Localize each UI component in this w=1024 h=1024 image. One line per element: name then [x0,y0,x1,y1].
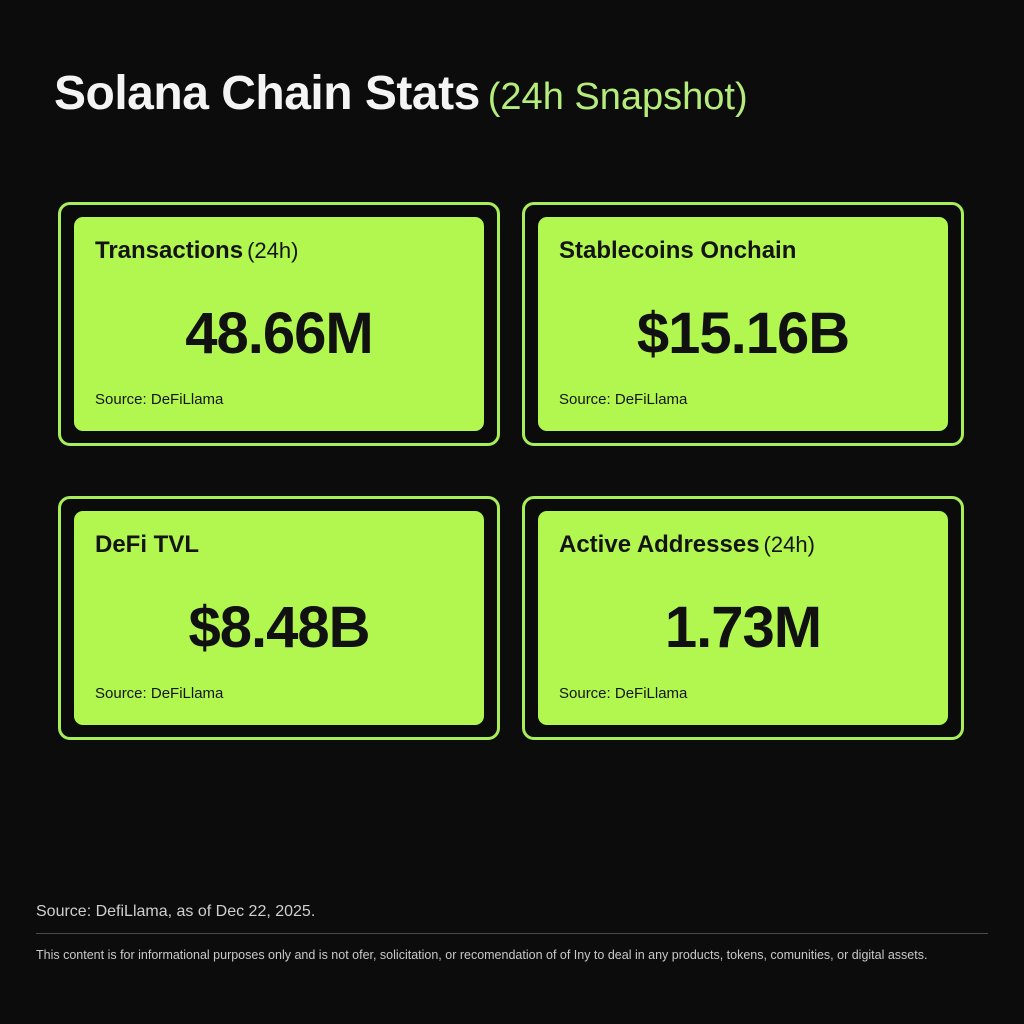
footer-source-note: Source: DefiLlama, as of Dec 22, 2025. [36,903,316,920]
stat-card-label: Stablecoins Onchain [559,239,796,263]
stat-card-label-text: Active Addresses [559,531,760,558]
stat-card-value: $15.16B [636,301,850,366]
stat-card-value: 48.66M [185,301,373,366]
stat-card-label-text: Transactions [95,237,244,264]
stat-card-value: 1.73M [664,595,822,660]
stat-card-panel: Stablecoins Onchain $15.16B Source: DeFi… [538,217,948,431]
footer-divider [36,933,988,934]
page-title: Solana Chain Stats (24h Snapshot) [54,70,748,118]
stat-card-panel: DeFi TVL $8.48B Source: DeFiLlama [74,511,484,725]
stat-card-stablecoins: Stablecoins Onchain $15.16B Source: DeFi… [522,202,964,446]
stat-card-panel: Active Addresses (24h) 1.73M Source: DeFi… [538,511,948,725]
stat-card-label: Transactions (24h) [95,239,298,263]
footer-disclaimer: This content is for informational purpos… [36,948,928,962]
stat-card-label-text: DeFi TVL [95,531,200,558]
title-main: Solana Chain Stats [54,67,480,120]
stat-card-label: DeFi TVL [95,533,199,557]
stat-card-active-addresses: Active Addresses (24h) 1.73M Source: DeFi… [522,496,964,740]
stat-card-defi-tvl: DeFi TVL $8.48B Source: DeFiLlama [58,496,500,740]
stat-card-source: Source: DeFiLlama [559,391,688,408]
stat-card-transactions: Transactions (24h) 48.66M Source: DeFiLla… [58,202,500,446]
stat-card-label-suffix: (24h) [763,532,815,557]
stat-card-source: Source: DeFiLlama [95,685,224,702]
stat-card-source: Source: DeFiLlama [559,685,688,702]
stat-card-value: $8.48B [188,595,370,660]
stat-card-label: Active Addresses (24h) [559,533,815,557]
stat-card-label-suffix: (24h) [247,238,299,263]
stat-card-source: Source: DeFiLlama [95,391,224,408]
title-subtitle: (24h Snapshot) [487,76,748,118]
stat-card-panel: Transactions (24h) 48.66M Source: DeFiLla… [74,217,484,431]
stat-card-label-text: Stablecoins Onchain [559,237,797,264]
